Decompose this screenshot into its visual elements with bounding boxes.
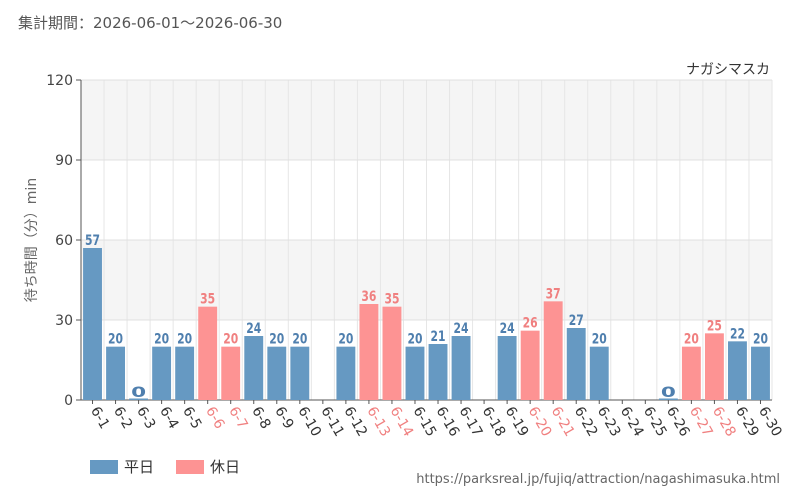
x-tick-label: 6-2 xyxy=(110,404,135,432)
bar xyxy=(83,248,102,400)
legend-item-weekday[interactable]: 平日 xyxy=(90,456,154,477)
y-tick-label: 90 xyxy=(55,153,73,169)
y-tick-label: 30 xyxy=(55,313,73,329)
period-label: 集計期間：2026-06-01〜2026-06-30 xyxy=(18,14,283,32)
bar xyxy=(175,346,195,400)
x-tick-label: 6-27 xyxy=(686,404,716,440)
source-url[interactable]: https://parksreal.jp/fujiq/attraction/na… xyxy=(416,472,780,487)
bar-value-label: 0 xyxy=(661,385,676,401)
x-tick-label: 6-1 xyxy=(87,404,112,432)
x-tick-label: 6-10 xyxy=(294,404,324,440)
bar xyxy=(221,346,241,400)
x-tick-label: 6-16 xyxy=(433,404,463,440)
bar xyxy=(658,398,678,400)
bar xyxy=(290,346,310,400)
x-tick-label: 6-6 xyxy=(202,404,227,432)
bar xyxy=(451,336,471,400)
x-tick-label: 6-25 xyxy=(640,404,670,440)
bar-value-label: 24 xyxy=(454,321,469,337)
x-tick-label: 6-15 xyxy=(410,404,440,440)
bar-value-label: 27 xyxy=(569,313,584,329)
legend-label-weekday: 平日 xyxy=(124,458,155,476)
x-tick-label: 6-30 xyxy=(755,404,785,440)
bar xyxy=(106,346,125,400)
x-tick-label: 6-20 xyxy=(525,404,555,440)
bar-value-label: 0 xyxy=(131,385,146,401)
bar xyxy=(244,336,264,400)
x-tick-label: 6-21 xyxy=(548,404,578,440)
x-tick-label: 6-9 xyxy=(271,404,296,432)
y-tick-label: 0 xyxy=(64,393,73,409)
x-tick-label: 6-5 xyxy=(179,404,204,432)
x-tick-label: 6-26 xyxy=(663,404,693,440)
bar-value-label: 37 xyxy=(546,286,561,302)
bar xyxy=(704,333,724,400)
bar-value-label: 35 xyxy=(384,292,399,308)
y-axis-label: 待ち時間（分）min xyxy=(24,178,40,302)
bar xyxy=(152,346,172,400)
y-tick-label: 60 xyxy=(55,233,73,249)
x-tick-label: 6-28 xyxy=(709,404,739,440)
bar xyxy=(428,344,448,400)
y-tick-label: 120 xyxy=(46,73,73,89)
legend-swatch-holiday xyxy=(176,459,205,474)
bar-value-label: 20 xyxy=(592,332,607,348)
bar-value-label: 26 xyxy=(523,316,538,332)
chart-title: ナガシマスカ xyxy=(686,62,770,78)
bar-value-label: 20 xyxy=(292,332,307,348)
bar xyxy=(336,346,356,400)
x-tick-label: 6-19 xyxy=(502,404,532,440)
x-tick-label: 6-17 xyxy=(456,404,486,440)
bar-value-label: 57 xyxy=(85,233,100,249)
bar xyxy=(405,346,425,400)
bar-value-label: 20 xyxy=(108,332,123,348)
x-tick-label: 6-4 xyxy=(156,404,181,432)
x-tick-label: 6-23 xyxy=(594,404,624,440)
bar xyxy=(751,346,770,400)
x-tick-label: 6-12 xyxy=(340,404,370,440)
bar-value-label: 20 xyxy=(223,332,238,348)
legend-item-holiday[interactable]: 休日 xyxy=(176,456,240,477)
bar-value-label: 25 xyxy=(707,318,722,334)
bar xyxy=(566,328,586,400)
bar-value-label: 20 xyxy=(407,332,422,348)
bar-value-label: 20 xyxy=(154,332,169,348)
x-tick-label: 6-8 xyxy=(248,404,273,432)
bar-value-label: 35 xyxy=(200,292,215,308)
bar xyxy=(198,306,218,400)
x-tick-label: 6-7 xyxy=(225,404,250,432)
bar xyxy=(359,304,379,400)
bar xyxy=(129,398,149,400)
bar-value-label: 20 xyxy=(684,332,699,348)
bar xyxy=(497,336,517,400)
bar-value-label: 24 xyxy=(500,321,515,337)
bar xyxy=(267,346,287,400)
bar-value-label: 36 xyxy=(361,289,376,305)
bar xyxy=(520,330,540,400)
bar-value-label: 20 xyxy=(177,332,192,348)
legend: 平日 休日 xyxy=(90,456,262,477)
bar-value-label: 22 xyxy=(730,326,745,342)
bar xyxy=(728,341,747,400)
bar xyxy=(589,346,609,400)
legend-label-holiday: 休日 xyxy=(210,458,241,476)
legend-swatch-weekday xyxy=(90,459,118,474)
bar-value-label: 20 xyxy=(269,332,284,348)
x-tick-label: 6-24 xyxy=(617,404,647,440)
bar-value-label: 21 xyxy=(431,329,446,345)
bar-value-label: 20 xyxy=(338,332,353,348)
bar xyxy=(681,346,701,400)
x-tick-label: 6-3 xyxy=(133,404,158,432)
bar xyxy=(382,306,402,400)
x-tick-label: 6-18 xyxy=(479,404,509,440)
x-tick-label: 6-11 xyxy=(317,404,347,440)
x-tick-label: 6-29 xyxy=(732,404,762,440)
bar-value-label: 20 xyxy=(753,332,768,348)
x-tick-label: 6-14 xyxy=(386,404,416,440)
bar xyxy=(543,301,563,400)
bar-value-label: 24 xyxy=(246,321,261,337)
x-tick-label: 6-22 xyxy=(571,404,601,440)
x-tick-label: 6-13 xyxy=(363,404,393,440)
